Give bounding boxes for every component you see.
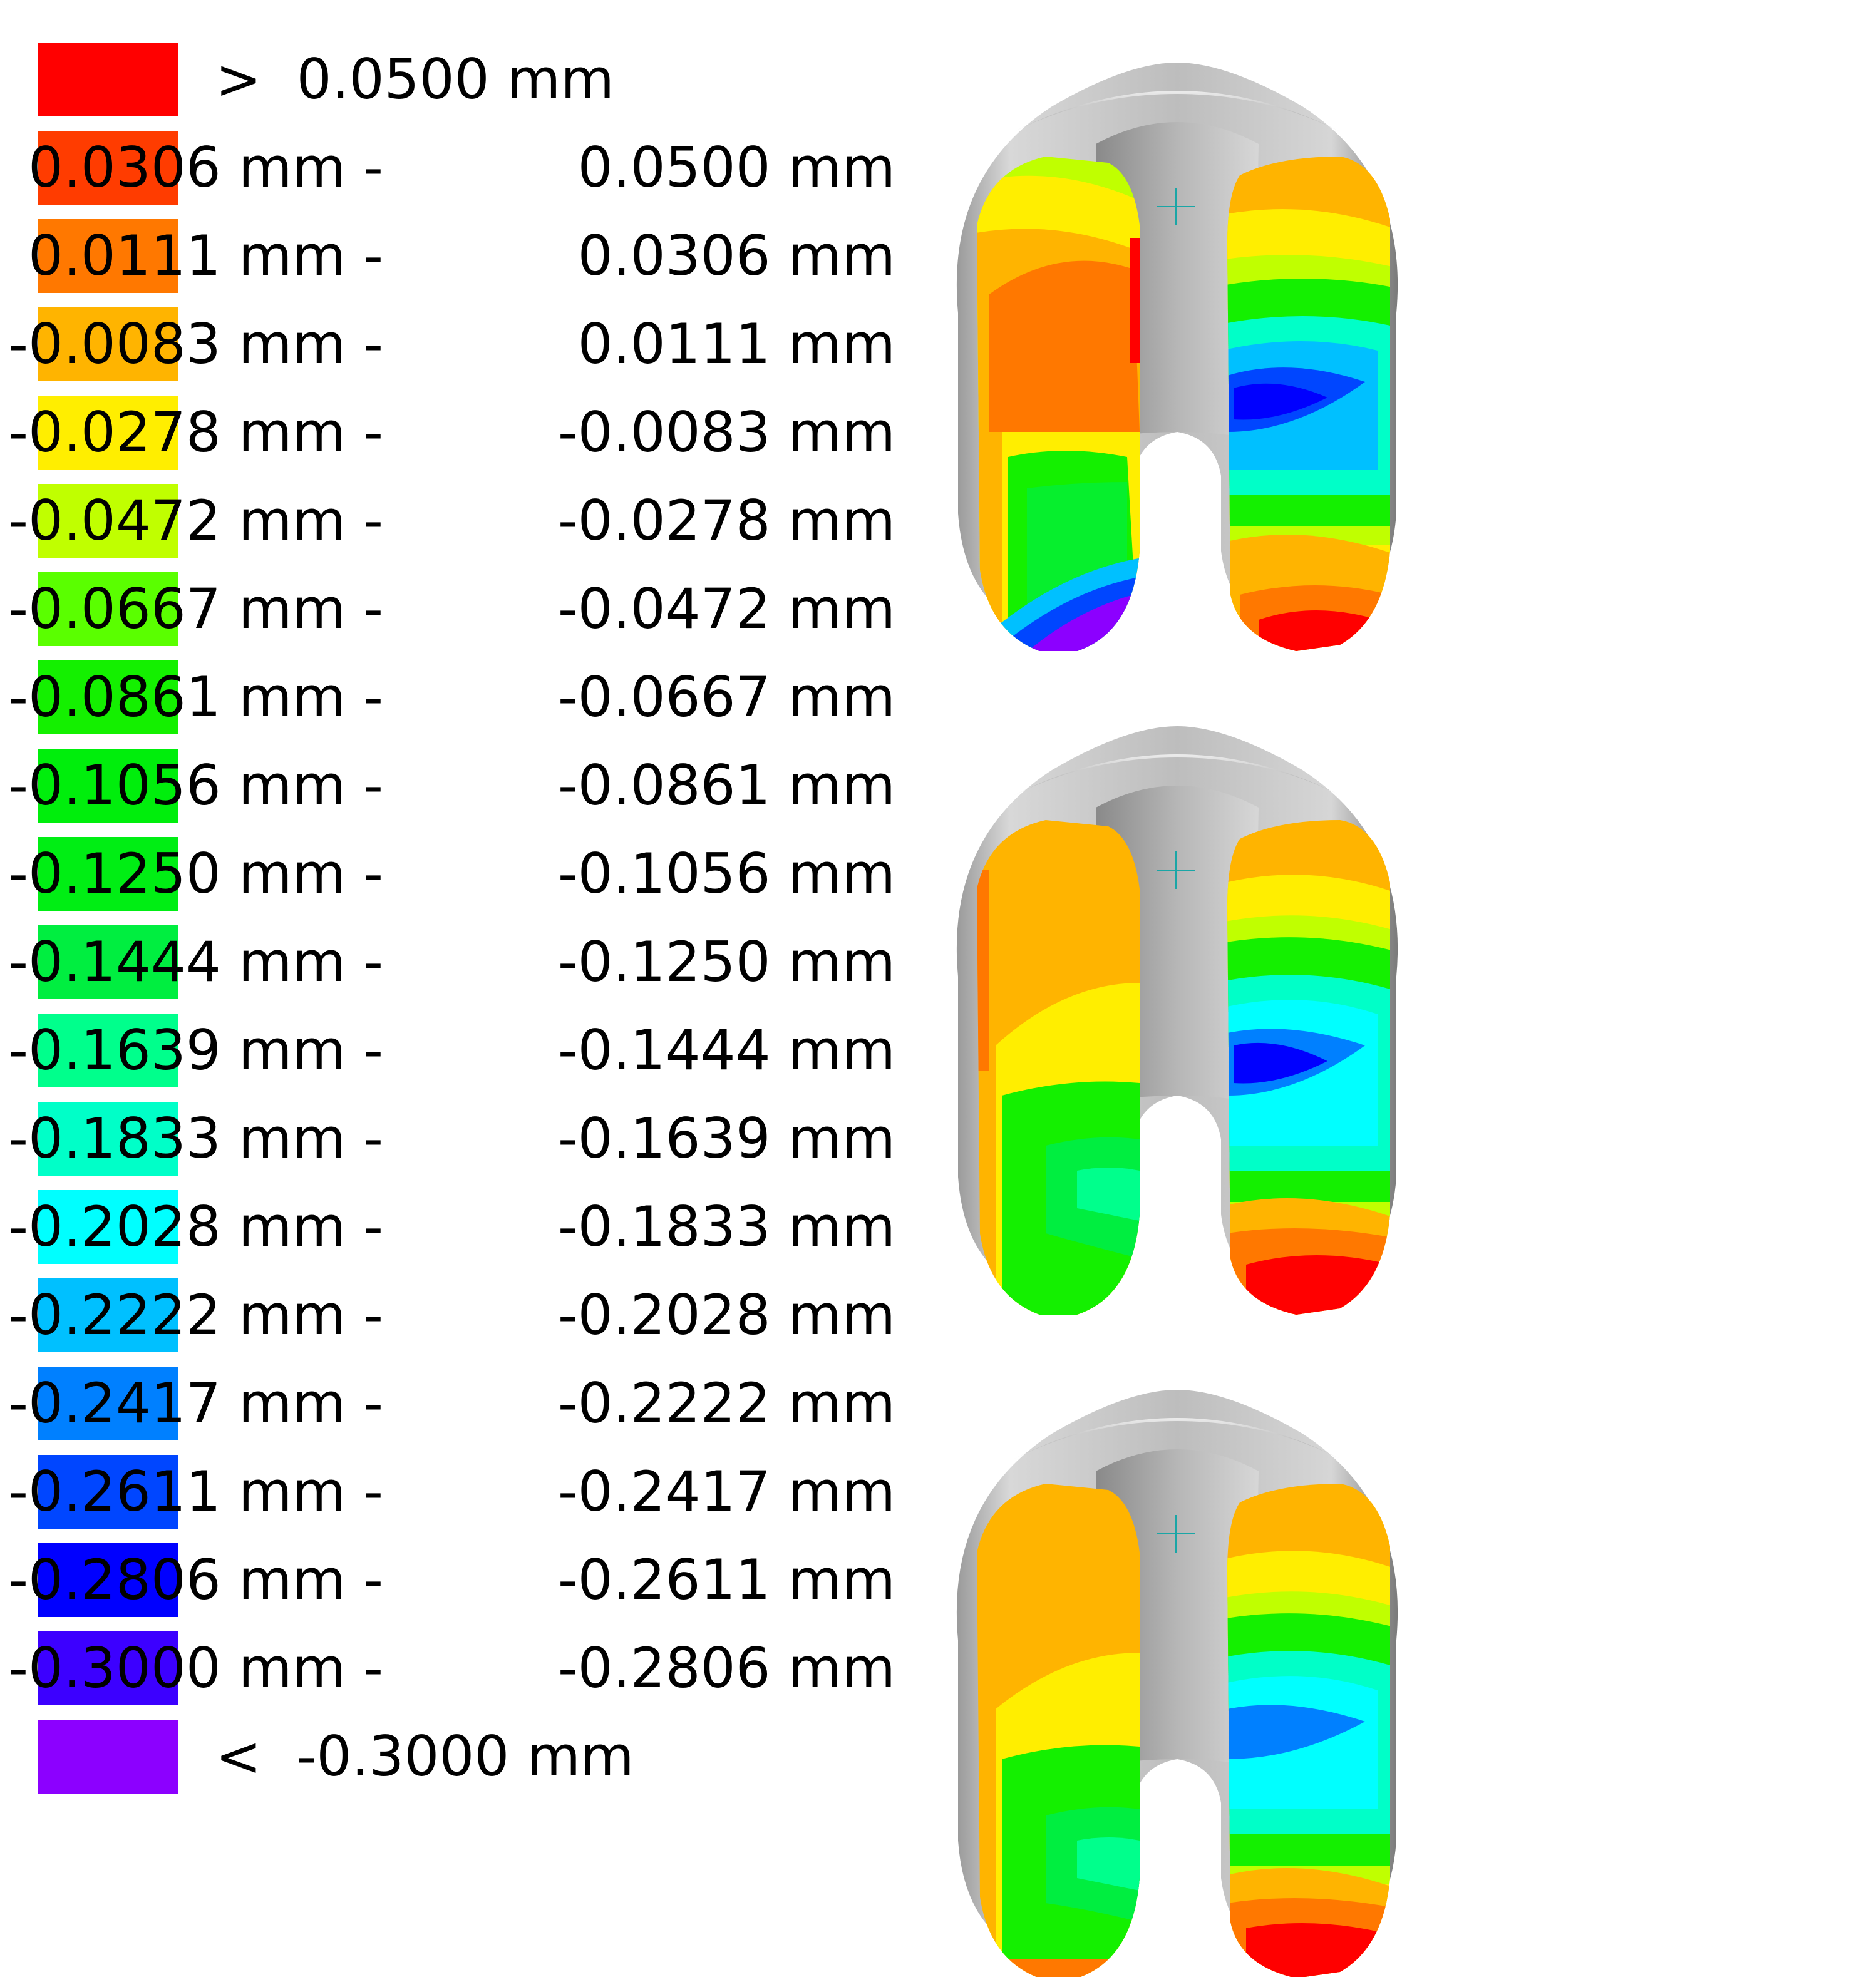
legend-item: < -0.3000 mm xyxy=(0,1716,914,1797)
legend-swatch xyxy=(38,1631,178,1705)
legend-item: -0.3000 mm - -0.2806 mm xyxy=(0,1628,914,1709)
legend-range-high: -0.1639 mm xyxy=(557,1106,895,1171)
legend-range-low: -0.0861 mm - xyxy=(8,665,401,729)
legend-item: -0.0861 mm - -0.0667 mm xyxy=(0,657,914,738)
legend-range-high: -0.2611 mm xyxy=(557,1548,895,1612)
legend-swatch xyxy=(38,43,178,116)
legend-item: -0.1444 mm - -0.1250 mm xyxy=(0,922,914,1003)
legend-range-low: -0.0278 mm - xyxy=(8,400,401,465)
legend-item: -0.1250 mm - -0.1056 mm xyxy=(0,833,914,915)
legend-item: -0.0278 mm - -0.0083 mm xyxy=(0,392,914,473)
legend-swatch xyxy=(38,484,178,558)
legend-swatch xyxy=(38,1190,178,1264)
legend-swatch xyxy=(38,1102,178,1176)
legend-range-low: -0.1444 mm - xyxy=(8,930,401,994)
legend-range-high: -0.2028 mm xyxy=(557,1283,895,1347)
legend-label: > 0.0500 mm xyxy=(215,47,615,111)
legend-swatch xyxy=(38,1543,178,1617)
legend-range-high: -0.2222 mm xyxy=(557,1371,895,1435)
legend-swatch xyxy=(38,1367,178,1440)
legend-swatch xyxy=(38,1720,178,1794)
legend-swatch xyxy=(38,837,178,911)
legend-range-low: -0.1056 mm - xyxy=(8,753,401,818)
legend-range-low: 0.0111 mm - xyxy=(28,223,401,288)
legend-item: -0.2222 mm - -0.2028 mm xyxy=(0,1275,914,1356)
legend-item: -0.2028 mm - -0.1833 mm xyxy=(0,1186,914,1268)
legend-range-high: -0.1833 mm xyxy=(557,1194,895,1259)
legend-range-high: 0.0500 mm xyxy=(577,135,895,200)
legend-range-high: -0.1056 mm xyxy=(557,841,895,906)
legend-range-high: -0.1444 mm xyxy=(557,1018,895,1082)
legend-swatch xyxy=(38,749,178,823)
legend-range-high: -0.0083 mm xyxy=(557,400,895,465)
legend-range-low: -0.2417 mm - xyxy=(8,1371,401,1435)
color-legend: > 0.0500 mm 0.0306 mm - 0.0500 mm 0.0111 m… xyxy=(0,0,914,1977)
deviation-maps xyxy=(956,62,1399,1977)
legend-range-low: -0.1833 mm - xyxy=(8,1106,401,1171)
legend-swatch xyxy=(38,1278,178,1352)
legend-swatch xyxy=(38,572,178,646)
legend-range-high: -0.0861 mm xyxy=(557,753,895,818)
legend-range-low: -0.2806 mm - xyxy=(8,1548,401,1612)
legend-item: -0.1056 mm - -0.0861 mm xyxy=(0,745,914,826)
legend-range-high: -0.2417 mm xyxy=(557,1459,895,1524)
legend-item: -0.1639 mm - -0.1444 mm xyxy=(0,1010,914,1091)
legend-item: -0.2806 mm - -0.2611 mm xyxy=(0,1539,914,1621)
legend-range-low: -0.1250 mm - xyxy=(8,841,401,906)
legend-range-low: -0.0083 mm - xyxy=(8,312,401,376)
legend-range-high: -0.1250 mm xyxy=(557,930,895,994)
legend-item: -0.0472 mm - -0.0278 mm xyxy=(0,480,914,562)
legend-item: 0.0306 mm - 0.0500 mm xyxy=(0,127,914,208)
legend-item: > 0.0500 mm xyxy=(0,39,914,120)
legend-range-high: -0.0667 mm xyxy=(557,665,895,729)
legend-range-low: -0.0667 mm - xyxy=(8,577,401,641)
legend-swatch xyxy=(38,1014,178,1087)
legend-range-high: 0.0111 mm xyxy=(577,312,895,376)
legend-range-low: 0.0306 mm - xyxy=(28,135,401,200)
legend-range-high: -0.2806 mm xyxy=(557,1636,895,1700)
legend-swatch xyxy=(38,925,178,999)
legend-item: -0.2417 mm - -0.2222 mm xyxy=(0,1363,914,1444)
legend-range-low: -0.2028 mm - xyxy=(8,1194,401,1259)
legend-swatch xyxy=(38,660,178,734)
legend-item: -0.2611 mm - -0.2417 mm xyxy=(0,1451,914,1533)
legend-swatch xyxy=(38,396,178,470)
knee-map-middle xyxy=(956,726,1399,1315)
legend-swatch xyxy=(38,307,178,381)
legend-item: 0.0111 mm - 0.0306 mm xyxy=(0,215,914,297)
legend-range-low: -0.2222 mm - xyxy=(8,1283,401,1347)
legend-item: -0.1833 mm - -0.1639 mm xyxy=(0,1098,914,1179)
knee-map-top xyxy=(956,62,1399,651)
legend-label: < -0.3000 mm xyxy=(215,1724,634,1789)
legend-range-low: -0.2611 mm - xyxy=(8,1459,401,1524)
legend-range-low: -0.1639 mm - xyxy=(8,1018,401,1082)
legend-range-high: -0.0278 mm xyxy=(557,488,895,553)
legend-item: -0.0083 mm - 0.0111 mm xyxy=(0,304,914,385)
legend-item: -0.0667 mm - -0.0472 mm xyxy=(0,568,914,650)
legend-swatch xyxy=(38,219,178,293)
legend-range-low: -0.3000 mm - xyxy=(8,1636,401,1700)
legend-range-high: 0.0306 mm xyxy=(577,223,895,288)
legend-swatch xyxy=(38,1455,178,1529)
legend-range-low: -0.0472 mm - xyxy=(8,488,401,553)
knee-map-bottom xyxy=(956,1389,1399,1977)
legend-swatch xyxy=(38,131,178,205)
legend-range-high: -0.0472 mm xyxy=(557,577,895,641)
